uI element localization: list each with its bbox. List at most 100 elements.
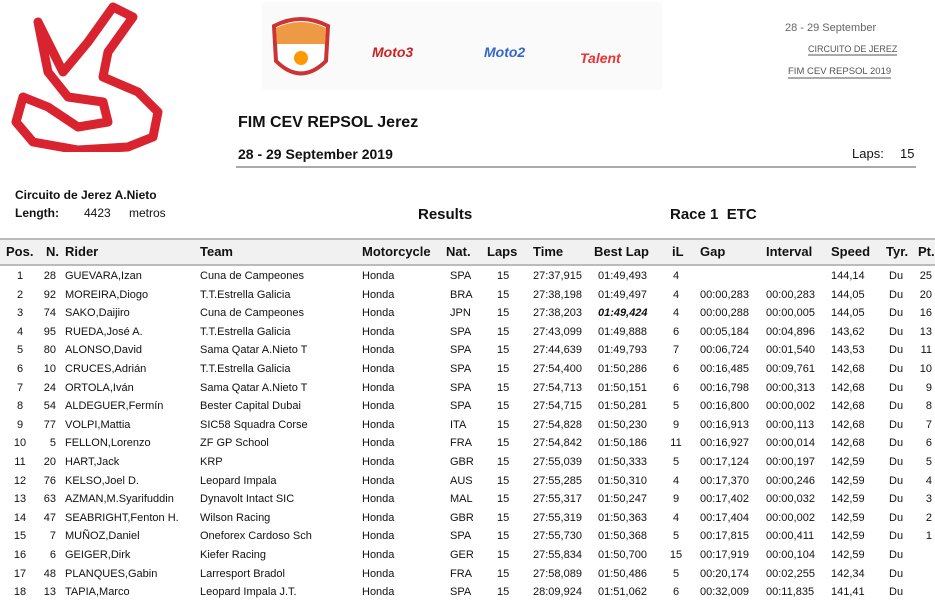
cell-tyre: Du bbox=[889, 344, 904, 357]
cell-interval: 00:00,014 bbox=[766, 437, 815, 450]
cell-rider: SEABRIGHT,Fenton H. bbox=[65, 511, 179, 524]
table-row: 4 95 RUEDA,José A. T.T.Estrella Galicia Hond… bbox=[0, 324, 935, 342]
cell-laps: 15 bbox=[497, 456, 510, 468]
cell-gap: 00:17,370 bbox=[700, 474, 749, 487]
cell-rider: MOREIRA,Diogo bbox=[65, 288, 149, 301]
cell-pos: 5 bbox=[16, 344, 24, 357]
cell-best-lap: 01:50,310 bbox=[598, 474, 647, 487]
cell-time: 27:38,203 bbox=[533, 307, 582, 320]
cell-best-lap: 01:49,493 bbox=[598, 270, 647, 282]
cell-team: T.T.Estrella Galicia bbox=[200, 325, 291, 338]
cell-pos: 18 bbox=[13, 586, 27, 599]
cell-best-lap: 01:50,368 bbox=[598, 530, 647, 543]
cell-points: 9 bbox=[925, 381, 932, 394]
cell-pos: 3 bbox=[16, 307, 24, 320]
cell-motorcycle: Honda bbox=[362, 288, 395, 301]
cell-laps: 15 bbox=[497, 549, 510, 561]
cell-rider: SAKO,Daijiro bbox=[65, 307, 130, 320]
table-row: 12 76 KELSO,Joel D. Leopard Impala Honda AUS 1… bbox=[0, 473, 935, 491]
cell-best-lap: 01:50,363 bbox=[598, 511, 647, 524]
cell-il: 5 bbox=[672, 456, 680, 468]
column-header-gap: Gap bbox=[700, 244, 726, 259]
cell-interval: 00:00,283 bbox=[766, 288, 815, 301]
cell-nat: SPA bbox=[450, 363, 472, 375]
cell-interval: 00:00,005 bbox=[766, 307, 815, 320]
cell-interval: 00:00,002 bbox=[766, 511, 815, 524]
cell-number: 24 bbox=[43, 381, 56, 394]
cell-speed: 142,59 bbox=[831, 456, 865, 468]
cell-points: 13 bbox=[919, 325, 932, 338]
cell-nat: SPA bbox=[450, 381, 472, 394]
cell-laps: 15 bbox=[497, 437, 510, 450]
cell-number: 77 bbox=[43, 418, 56, 431]
cell-gap: 00:17,815 bbox=[700, 530, 749, 543]
table-header: Pos. N. Rider Team Motorcycle Nat. Laps Time Bes… bbox=[0, 238, 935, 266]
cell-best-lap: 01:50,186 bbox=[598, 437, 647, 450]
length-unit: metros bbox=[129, 206, 166, 220]
cell-pos: 14 bbox=[13, 511, 27, 524]
cell-team: Oneforex Cardoso Sch bbox=[200, 530, 312, 543]
cell-laps: 15 bbox=[497, 325, 510, 338]
cell-rider: TAPIA,Marco bbox=[65, 586, 130, 599]
cell-best-lap: 01:50,230 bbox=[598, 418, 647, 431]
cell-laps: 15 bbox=[497, 567, 510, 580]
column-header-interval: Interval bbox=[766, 244, 813, 259]
cell-speed: 144,05 bbox=[831, 307, 865, 320]
section-title: Results bbox=[418, 206, 473, 223]
cell-time: 27:54,715 bbox=[533, 400, 582, 413]
cell-tyre: Du bbox=[889, 363, 904, 375]
cell-points: 2 bbox=[925, 511, 932, 524]
cell-nat: GER bbox=[450, 549, 474, 561]
cell-time: 27:54,842 bbox=[533, 437, 582, 450]
cell-il: 6 bbox=[672, 586, 680, 599]
cell-laps: 15 bbox=[497, 381, 510, 394]
track-map-logo bbox=[11, 2, 163, 152]
cell-best-lap: 01:49,888 bbox=[598, 325, 647, 338]
cell-motorcycle: Honda bbox=[362, 400, 395, 413]
cell-best-lap: 01:50,247 bbox=[598, 493, 647, 506]
cell-points: 8 bbox=[925, 400, 932, 413]
cell-tyre: Du bbox=[889, 288, 904, 301]
cell-pos: 10 bbox=[13, 437, 27, 450]
cell-motorcycle: Honda bbox=[362, 344, 395, 357]
cell-gap: 00:00,288 bbox=[700, 307, 749, 320]
column-header-points: Pt. bbox=[918, 244, 935, 259]
cell-interval: 00:00,104 bbox=[766, 549, 815, 561]
cell-points: 4 bbox=[925, 474, 932, 487]
table-row: 13 63 AZMAN,M.Syarifuddin Dynavolt Intact S… bbox=[0, 491, 935, 509]
cell-time: 27:44,639 bbox=[533, 344, 582, 357]
cell-nat: BRA bbox=[450, 288, 473, 301]
cell-time: 27:55,730 bbox=[533, 530, 582, 543]
cell-rider: ORTOLA,Iván bbox=[65, 381, 134, 394]
cell-rider: GEIGER,Dirk bbox=[65, 549, 131, 561]
cell-motorcycle: Honda bbox=[362, 437, 395, 450]
cell-best-lap: 01:50,281 bbox=[598, 400, 647, 413]
cell-nat: SPA bbox=[450, 344, 472, 357]
cell-speed: 142,59 bbox=[831, 511, 865, 524]
cell-number: 7 bbox=[49, 530, 56, 543]
cell-tyre: Du bbox=[889, 307, 904, 320]
table-row: 3 74 SAKO,Daijiro Cuna de Campeones Honda JPN… bbox=[0, 305, 935, 323]
cell-speed: 142,68 bbox=[831, 437, 865, 450]
cell-tyre: Du bbox=[889, 400, 904, 413]
cell-tyre: Du bbox=[889, 418, 904, 431]
cell-speed: 142,68 bbox=[831, 400, 865, 413]
length-value: 4423 bbox=[84, 206, 111, 220]
cell-rider: CRUCES,Adrián bbox=[65, 363, 147, 375]
cell-points: 1 bbox=[925, 530, 932, 543]
cell-il: 5 bbox=[672, 567, 680, 580]
cell-laps: 15 bbox=[497, 586, 510, 599]
cell-interval: 00:04,896 bbox=[766, 325, 815, 338]
cell-interval: 00:00,197 bbox=[766, 456, 815, 468]
cell-pos: 15 bbox=[13, 530, 27, 543]
cell-pos: 7 bbox=[16, 381, 24, 394]
cell-tyre: Du bbox=[889, 567, 904, 580]
table-row: 18 13 TAPIA,Marco Leopard Impala J.T. Honda S… bbox=[0, 584, 935, 602]
cell-points: 6 bbox=[925, 437, 932, 450]
cell-rider: RUEDA,José A. bbox=[65, 325, 143, 338]
cell-laps: 15 bbox=[497, 400, 510, 413]
cell-speed: 143,53 bbox=[831, 344, 865, 357]
column-header-il: iL bbox=[672, 244, 684, 259]
cell-team: T.T.Estrella Galicia bbox=[200, 363, 291, 375]
cell-il: 9 bbox=[672, 418, 680, 431]
